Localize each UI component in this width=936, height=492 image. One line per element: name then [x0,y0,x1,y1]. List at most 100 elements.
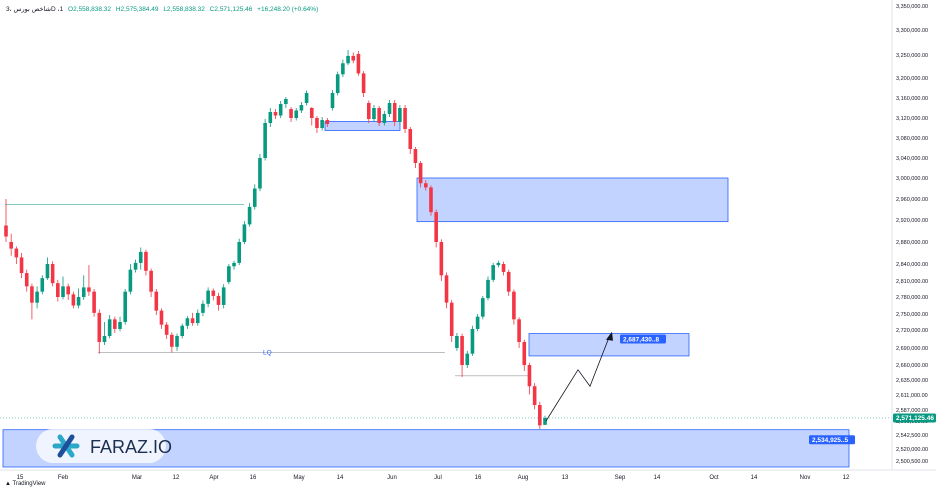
candle-body [206,290,210,304]
candle-body [538,405,542,426]
candle [351,52,356,64]
candle-body [170,334,174,347]
supply-zone-may [324,121,401,131]
candle-body [294,110,299,118]
watermark-pill [36,429,166,463]
candle [263,119,267,161]
candle [81,275,86,300]
candle-body [309,108,314,118]
candle [102,322,107,345]
y-tick-label: 2,720,000.00 [896,328,928,334]
y-tick-label: 2,750,000.00 [896,312,928,318]
candle-body [9,242,13,249]
lq-label: LQ [263,350,272,357]
candle [237,238,242,266]
candle-body [71,294,76,306]
candle [159,308,164,329]
candle-body [258,158,262,189]
candle [460,333,464,377]
watermark-brand: FARAZ.IO [90,437,172,457]
candle-body [221,287,226,305]
candle-body [185,318,190,326]
candle [180,323,185,339]
legend-low: L2,558,838.32 [163,6,205,13]
candle-body [366,103,371,119]
candle [252,184,257,210]
candle [341,59,345,78]
candle [413,147,418,168]
candle-body [481,298,485,317]
candle [216,292,221,311]
candle [71,291,76,309]
candle [35,286,39,309]
candle-body [252,188,257,207]
y-axis[interactable]: 3,350,000.00 3,300,000.00 3,250,000.00 3,20… [891,0,928,470]
candle [434,209,438,248]
candle-body [532,386,537,405]
x-tick-label: 14 [751,475,758,481]
candle [361,71,366,97]
tradingview-logo[interactable]: ▲ TradingView [5,481,46,487]
candle-body [159,310,164,325]
candle-body [351,55,356,61]
y-tick-label: 3,080,000.00 [896,136,928,142]
candle [268,108,273,127]
y-tick-label: 2,500,500.00 [896,459,928,465]
candle-body [195,312,200,324]
candle-body [382,114,387,123]
x-tick-label: May [293,475,304,481]
candle-body [190,318,195,324]
candle [496,260,501,268]
candle [429,185,433,216]
candle-body [247,206,252,225]
candle [289,107,293,122]
candle [206,287,210,308]
y-tick-label: 3,200,000.00 [896,76,928,82]
candle [346,50,350,66]
candle [138,247,143,270]
y-tick-label: 2,960,000.00 [896,197,928,203]
candle-body [491,265,495,280]
last-price-tag-text: 2,571,125.46 [896,415,934,422]
candle-body [398,108,402,122]
candle [408,127,413,154]
candle-body [24,273,29,287]
target-tag-text: 2,687,430..8 [623,336,660,343]
target-tag: 2,687,430..8 [620,334,666,344]
y-tick-label: 2,880,000.00 [896,240,928,246]
candle-body [527,365,532,387]
candle [154,289,159,316]
candle [201,300,205,317]
x-axis[interactable]: 15 Feb Mar 12 Apr 16 May 14 Jun Jul 16 Aug 13 Sep 14 Oc… [0,469,936,481]
projection-path [545,331,613,422]
candle [455,333,459,351]
candle-body [128,269,133,292]
legend-close: C2,571,125.46 [209,6,253,13]
candle-body [392,103,397,122]
candle-body [92,291,96,313]
candle [475,314,480,332]
candle-body [123,291,128,322]
candle [113,316,117,333]
demand-zone-tag-text: 2,534,925..5 [812,437,849,444]
candle [335,71,340,96]
candle-body [408,129,413,149]
candle-body [299,105,304,111]
candle-body [423,183,428,188]
candle-body [320,120,324,128]
candle [325,118,330,127]
y-tick-label: 2,587,000.00 [896,408,928,414]
candle [232,260,236,270]
candle [149,268,153,297]
tradingview-icon: ▲ [5,481,13,487]
y-tick-label: 2,611,000.00 [896,393,928,399]
candle [97,309,102,354]
y-tick-label: 2,542,500.00 [896,433,928,439]
candle [517,317,521,348]
candle [76,288,81,309]
candle [247,203,252,227]
candle-body [66,286,70,295]
candle [107,315,112,339]
candle-body [356,54,361,74]
